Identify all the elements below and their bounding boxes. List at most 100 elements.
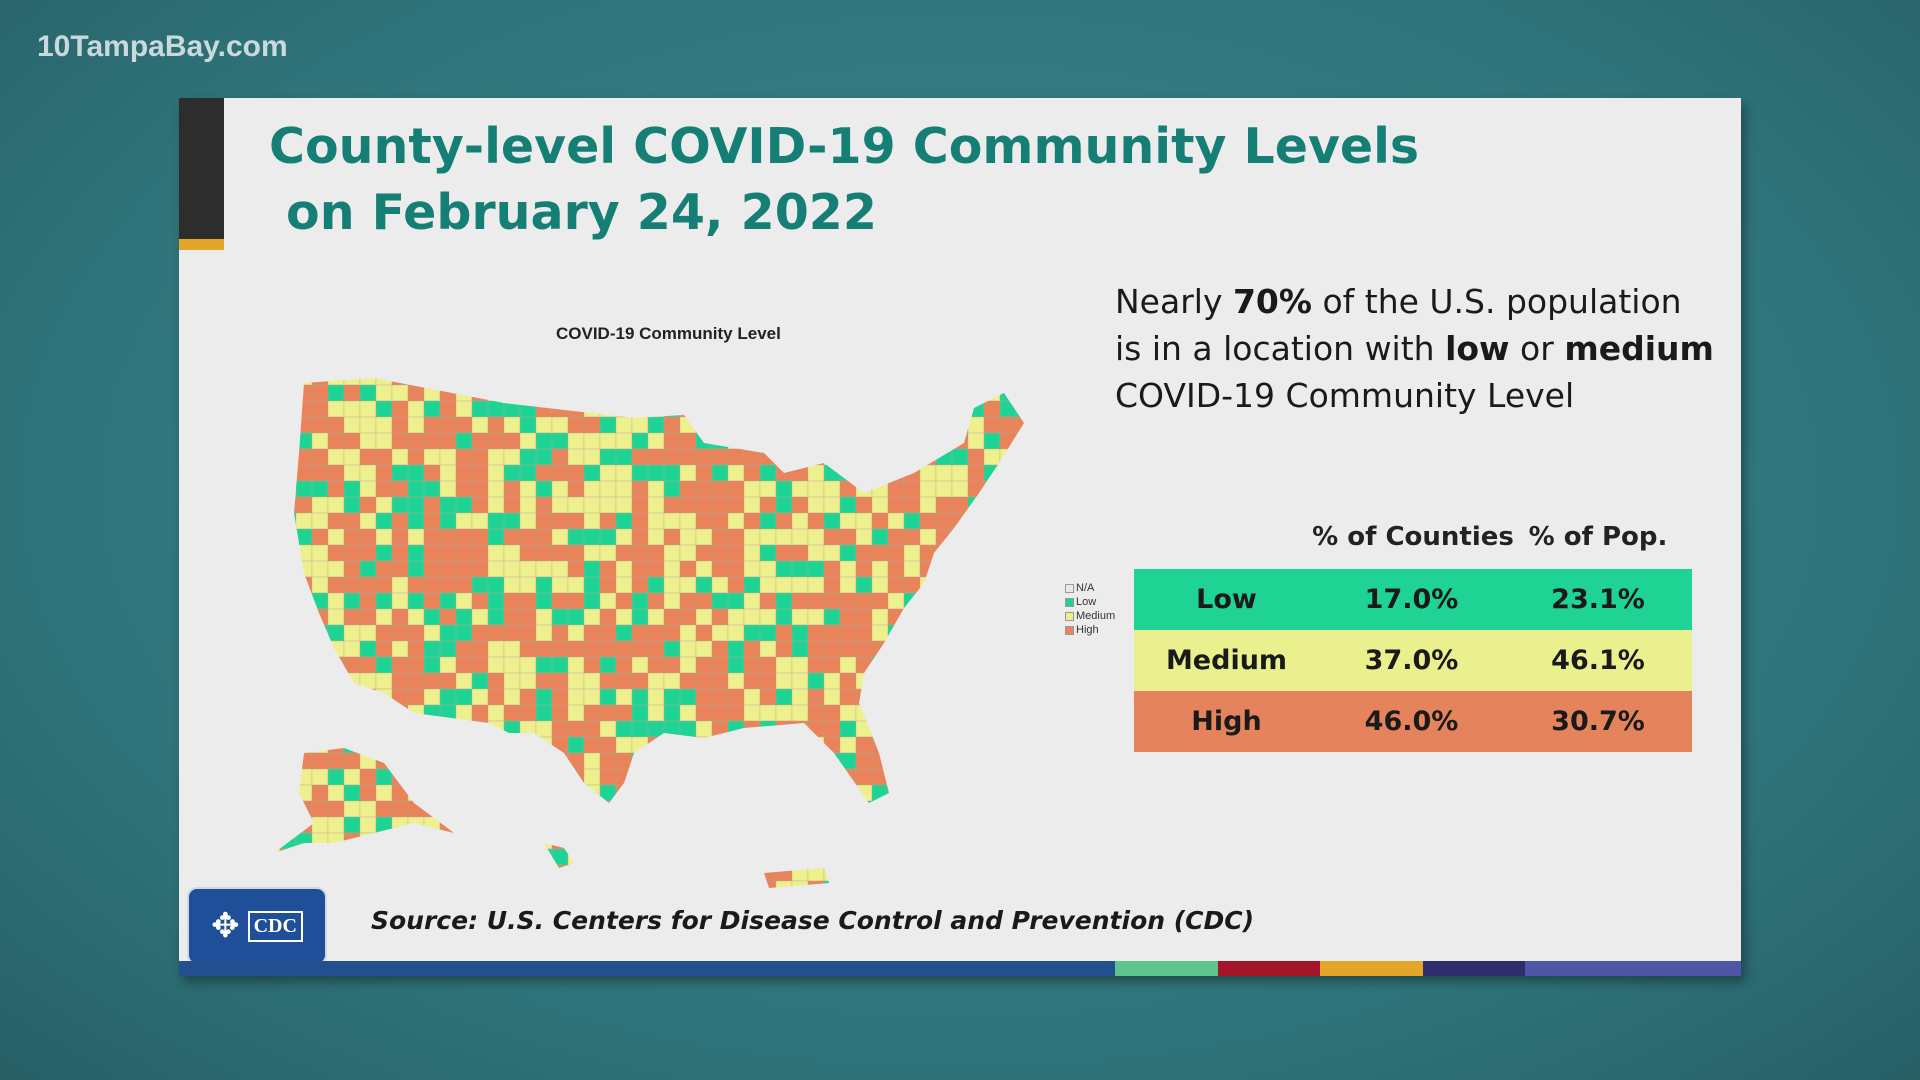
county-cell	[727, 448, 745, 466]
county-cell	[887, 800, 905, 818]
county-cell	[871, 864, 889, 882]
county-cell	[343, 576, 361, 594]
county-cell	[274, 752, 281, 770]
county-cell	[359, 656, 377, 674]
county-cell	[439, 512, 457, 530]
county-cell	[503, 816, 521, 834]
county-cell	[791, 736, 809, 754]
county-cell	[951, 400, 969, 418]
county-cell	[503, 640, 521, 658]
county-cell	[631, 464, 649, 482]
county-cell	[1015, 496, 1024, 514]
table-header-pop: % of Pop.	[1528, 522, 1668, 552]
county-cell	[519, 384, 537, 402]
county-cell	[679, 880, 697, 888]
county-cell	[759, 752, 777, 770]
county-cell	[919, 378, 937, 386]
county-cell	[503, 848, 521, 866]
county-cell	[343, 480, 361, 498]
county-cell	[615, 496, 633, 514]
county-cell	[663, 720, 681, 738]
county-cell	[535, 416, 553, 434]
county-cell	[903, 464, 921, 482]
county-cell	[919, 720, 937, 738]
county-cell	[519, 624, 537, 642]
county-cell	[679, 480, 697, 498]
county-cell	[503, 608, 521, 626]
county-cell	[743, 378, 761, 386]
county-cell	[359, 544, 377, 562]
county-cell	[343, 704, 361, 722]
bar-segment	[1423, 961, 1525, 976]
county-cell	[952, 353, 968, 369]
county-cell	[471, 464, 489, 482]
county-cell	[503, 544, 521, 562]
county-cell	[935, 864, 953, 882]
county-cell	[599, 704, 617, 722]
county-cell	[935, 832, 953, 850]
county-cell	[599, 624, 617, 642]
county-cell	[967, 704, 985, 722]
county-cell	[663, 624, 681, 642]
county-cell	[775, 400, 793, 418]
county-cell	[503, 752, 521, 770]
county-cell	[1015, 400, 1024, 418]
county-cell	[855, 864, 873, 882]
county-cell	[791, 720, 809, 738]
county-cell	[679, 432, 697, 450]
county-cell	[871, 816, 889, 834]
legend-swatch	[1065, 611, 1074, 621]
county-cell	[423, 880, 441, 888]
county-cell	[615, 640, 633, 658]
county-cell	[759, 720, 777, 738]
table-row-medium: Medium 37.0% 46.1%	[1134, 630, 1692, 691]
county-cell	[455, 512, 473, 530]
county-cell	[311, 688, 329, 706]
county-cell	[327, 720, 345, 738]
county-cell	[871, 432, 889, 450]
county-cell	[599, 656, 617, 674]
county-cell	[274, 400, 281, 418]
legend-label: Low	[1076, 596, 1097, 608]
county-cell	[855, 656, 873, 674]
county-cell	[727, 688, 745, 706]
county-cell	[391, 448, 409, 466]
county-cell	[279, 832, 297, 850]
county-cell	[1015, 592, 1024, 610]
county-cell	[535, 400, 553, 418]
county-cell	[311, 704, 329, 722]
county-cell	[615, 416, 633, 434]
county-cell	[583, 768, 601, 786]
county-cell	[551, 480, 569, 498]
county-cell	[935, 880, 953, 888]
county-cell	[583, 624, 601, 642]
county-cell	[375, 432, 393, 450]
county-cell	[903, 592, 921, 610]
county-cell	[631, 560, 649, 578]
county-cell	[839, 832, 857, 850]
county-cell	[743, 512, 761, 530]
county-cell	[695, 416, 713, 434]
county-cell	[343, 416, 361, 434]
county-cell	[551, 496, 569, 514]
county-cell	[807, 640, 825, 658]
county-cell	[711, 736, 729, 754]
county-cell	[743, 768, 761, 786]
county-cell	[407, 720, 425, 738]
county-cell	[551, 736, 569, 754]
county-cell	[327, 576, 345, 594]
county-cell	[631, 512, 649, 530]
county-cell	[887, 848, 905, 866]
county-cell	[631, 416, 649, 434]
county-cell	[711, 528, 729, 546]
county-cell	[983, 640, 1001, 658]
county-cell	[599, 816, 617, 834]
county-cell	[375, 448, 393, 466]
county-cell	[311, 464, 329, 482]
county-cell	[663, 592, 681, 610]
county-cell	[888, 353, 904, 369]
county-cell	[695, 720, 713, 738]
county-cell	[967, 800, 985, 818]
county-cell	[504, 353, 520, 369]
county-cell	[967, 378, 985, 386]
